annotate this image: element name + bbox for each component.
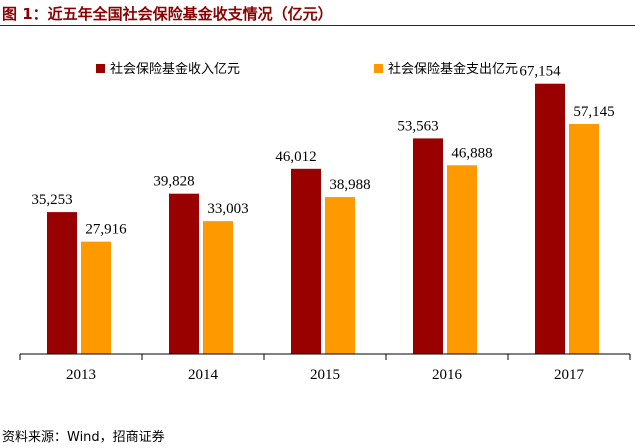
data-label-expense-2016: 46,888 bbox=[451, 145, 492, 161]
bar-expense-2014 bbox=[203, 221, 233, 354]
data-label-income-2013: 35,253 bbox=[31, 192, 72, 208]
legend-swatch-expense bbox=[374, 64, 383, 73]
data-label-income-2017: 67,154 bbox=[519, 64, 561, 80]
bar-income-2014 bbox=[169, 193, 199, 354]
data-label-income-2015: 46,012 bbox=[275, 149, 316, 165]
source-note: 资料来源：Wind，招商证券 bbox=[2, 430, 165, 445]
bars-group bbox=[47, 83, 599, 355]
legend: 社会保险基金收入亿元 社会保险基金支出亿元 bbox=[96, 61, 518, 77]
chart-title: 图 1：近五年全国社会保险基金收支情况（亿元） bbox=[2, 5, 333, 23]
bar-expense-2015 bbox=[325, 197, 355, 354]
bar-income-2015 bbox=[291, 168, 321, 354]
x-tick-label-2017: 2017 bbox=[554, 367, 585, 383]
bar-expense-2016 bbox=[447, 165, 477, 354]
x-tick-label-2013: 2013 bbox=[66, 367, 96, 383]
data-label-expense-2013: 27,916 bbox=[85, 222, 127, 238]
x-tick-label-2015: 2015 bbox=[310, 367, 340, 383]
legend-label-income: 社会保险基金收入亿元 bbox=[110, 61, 240, 77]
legend-label-expense: 社会保险基金支出亿元 bbox=[388, 61, 518, 77]
data-label-expense-2015: 38,988 bbox=[329, 177, 370, 193]
x-tick-label-2016: 2016 bbox=[432, 367, 463, 383]
bar-expense-2017 bbox=[569, 123, 599, 354]
title-divider bbox=[0, 25, 635, 26]
data-label-expense-2014: 33,003 bbox=[207, 201, 248, 217]
bar-income-2016 bbox=[413, 138, 443, 354]
bar-expense-2013 bbox=[81, 241, 111, 354]
data-label-expense-2017: 57,145 bbox=[573, 104, 614, 120]
data-label-income-2016: 53,563 bbox=[397, 118, 438, 134]
data-label-income-2014: 39,828 bbox=[153, 174, 194, 190]
bar-income-2017 bbox=[535, 83, 565, 355]
bar-income-2013 bbox=[47, 212, 77, 354]
x-axis: 2013 2014 2015 2016 2017 bbox=[19, 353, 631, 383]
legend-swatch-income bbox=[96, 64, 105, 73]
x-tick-label-2014: 2014 bbox=[188, 367, 219, 383]
data-labels-group: 35,253 27,916 39,828 33,003 46,012 38,988 53,5… bbox=[31, 64, 614, 238]
